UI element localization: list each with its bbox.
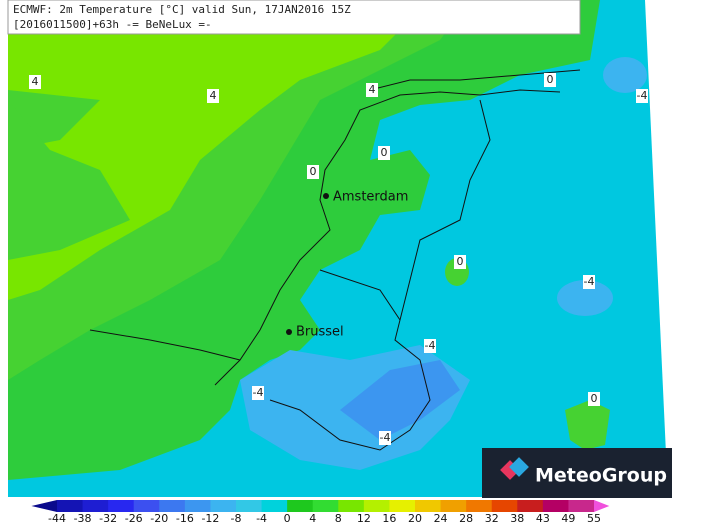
contour-label-box bbox=[583, 275, 595, 289]
colorbar-segment bbox=[491, 500, 518, 512]
colorbar-tick-label: 38 bbox=[510, 512, 524, 525]
cold-core bbox=[340, 360, 460, 440]
colorbar-tick-label: 8 bbox=[335, 512, 342, 525]
city-label: Brussel bbox=[296, 325, 344, 340]
header-box bbox=[7, 0, 581, 35]
colorbar-segment bbox=[184, 500, 211, 512]
colorbar-segment bbox=[389, 500, 416, 512]
city-dot bbox=[286, 329, 292, 335]
colorbar-segment bbox=[568, 500, 595, 512]
contour-label-box bbox=[207, 89, 219, 103]
contour-label: 4 bbox=[32, 75, 39, 88]
contour-label-box bbox=[29, 75, 41, 89]
colorbar-tick-label: 20 bbox=[408, 512, 422, 525]
header-line: [2016011500]+63h -= BeNeLux =- bbox=[13, 18, 212, 31]
colorbar: -44 -38 -32 -26 -20 -16 -12 -8 -4 0 4 8 12 16 20 24 28 32… bbox=[31, 500, 610, 525]
header-line: ECMWF: 2m Temperature [°C] valid Sun, 17… bbox=[13, 3, 351, 16]
contour-label-box bbox=[252, 386, 264, 400]
colorbar-tick-label: -38 bbox=[74, 512, 92, 525]
colorbar-segment bbox=[159, 500, 186, 512]
colorbar-segment bbox=[133, 500, 160, 512]
colorbar-segment bbox=[210, 500, 237, 512]
colorbar-segment bbox=[440, 500, 467, 512]
colorbar-segment bbox=[287, 500, 314, 512]
colorbar-tick-label: 49 bbox=[561, 512, 575, 525]
contour-label: 0 bbox=[310, 165, 317, 178]
colorbar-segment bbox=[261, 500, 288, 512]
contour-label-box bbox=[307, 165, 319, 179]
contour-labels: 4 4 4 0 0 0 0 0 -4 -4 -4 -4 -4 bbox=[29, 73, 648, 445]
colorbar-segment bbox=[57, 500, 84, 512]
contour-label: -4 bbox=[425, 339, 436, 352]
map: Amsterdam Brussel 4 4 4 0 0 0 0 0 -4 -4 -4 -4 -4 bbox=[8, 0, 668, 497]
contour-label: 0 bbox=[591, 392, 598, 405]
contour-label-box bbox=[636, 89, 648, 103]
colorbar-segment bbox=[108, 500, 135, 512]
colorbar-segment bbox=[236, 500, 263, 512]
logo-text: MeteoGroup bbox=[535, 465, 667, 487]
colorbar-tick-label: 24 bbox=[434, 512, 448, 525]
border bbox=[89, 269, 431, 451]
contour-label: 4 bbox=[210, 89, 217, 102]
logo-icon bbox=[509, 457, 529, 477]
colorbar-tick-label: -8 bbox=[231, 512, 242, 525]
colorbar-segment bbox=[415, 500, 442, 512]
contour-label: -4 bbox=[637, 89, 648, 102]
colorbar-tick-label: -32 bbox=[99, 512, 117, 525]
colorbar-tick-label: -16 bbox=[176, 512, 194, 525]
cold-patch bbox=[557, 280, 613, 316]
colorbar-segment bbox=[542, 500, 569, 512]
contour-label: 0 bbox=[457, 255, 464, 268]
colorbar-tick-label: 16 bbox=[382, 512, 396, 525]
contour-label-box bbox=[366, 83, 378, 97]
colorbar-segment bbox=[312, 500, 339, 512]
city-dot bbox=[323, 193, 329, 199]
contour-label-box bbox=[379, 431, 391, 445]
colorbar-tick-label: -26 bbox=[125, 512, 143, 525]
contour-label: -4 bbox=[584, 275, 595, 288]
colorbar-end bbox=[594, 500, 610, 512]
contour-label: -4 bbox=[253, 386, 264, 399]
coastline bbox=[214, 89, 561, 386]
colorbar-tick-label: 55 bbox=[587, 512, 601, 525]
city-label: Amsterdam bbox=[333, 190, 408, 205]
contour-label-box bbox=[424, 339, 436, 353]
colorbar-segment bbox=[466, 500, 493, 512]
mild-patch bbox=[565, 400, 610, 450]
colorbar-segment bbox=[517, 500, 544, 512]
contour-label-box bbox=[544, 73, 556, 87]
colorbar-segment bbox=[338, 500, 365, 512]
contour-label: -4 bbox=[380, 431, 391, 444]
contour-label-box bbox=[378, 146, 390, 160]
cold-patch bbox=[603, 57, 647, 93]
colorbar-tick-label: -44 bbox=[48, 512, 66, 525]
colorbar-tick-label: 0 bbox=[284, 512, 291, 525]
mild-field bbox=[8, 100, 130, 260]
colorbar-segment bbox=[363, 500, 390, 512]
colorbar-tick-label: -4 bbox=[256, 512, 267, 525]
contour-label: 0 bbox=[547, 73, 554, 86]
contour-label: 4 bbox=[369, 83, 376, 96]
colorbar-segment bbox=[82, 500, 109, 512]
colorbar-tick-label: -12 bbox=[201, 512, 219, 525]
colorbar-tick-label: 32 bbox=[485, 512, 499, 525]
contour-label-box bbox=[588, 392, 600, 406]
colorbar-tick-label: -20 bbox=[150, 512, 168, 525]
contour-label-box bbox=[454, 255, 466, 269]
colorbar-tick-label: 43 bbox=[536, 512, 550, 525]
colorbar-end bbox=[31, 500, 57, 512]
colorbar-tick-label: 12 bbox=[357, 512, 371, 525]
colorbar-tick-label: 4 bbox=[309, 512, 316, 525]
contour-label: 0 bbox=[381, 146, 388, 159]
colorbar-tick-label: 28 bbox=[459, 512, 473, 525]
border bbox=[369, 69, 581, 321]
